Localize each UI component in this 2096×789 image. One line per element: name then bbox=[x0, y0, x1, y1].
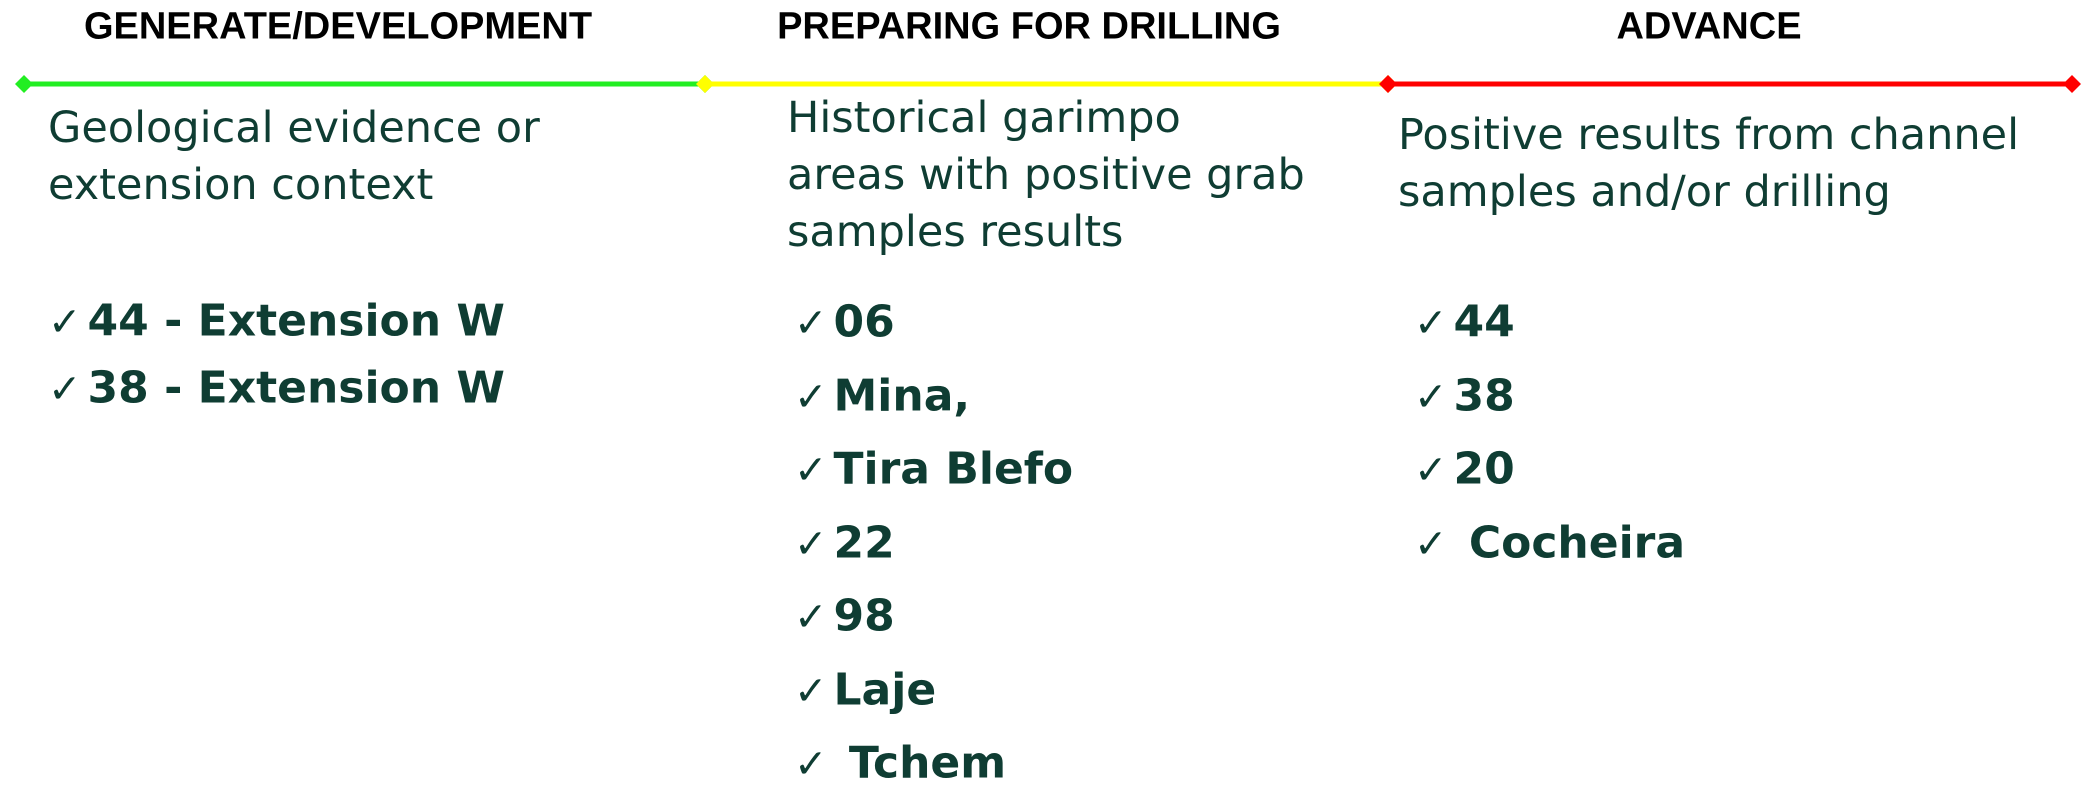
checkmark: ✓ bbox=[794, 447, 828, 494]
description-line: samples results bbox=[787, 207, 1124, 257]
check-item: ✓ Mina, bbox=[794, 370, 970, 421]
item-label: 20 bbox=[1453, 443, 1515, 495]
check-item: ✓ 44 - Extension W bbox=[48, 296, 505, 347]
checkmark: ✓ bbox=[794, 300, 828, 347]
checkmark: ✓ bbox=[794, 594, 828, 641]
item-label: 98 bbox=[833, 590, 895, 642]
diamond bbox=[2063, 75, 2081, 93]
item-label: Laje bbox=[833, 664, 937, 715]
item-label: 06 bbox=[833, 296, 895, 348]
diamond bbox=[696, 75, 714, 93]
checkmark: ✓ bbox=[1414, 300, 1448, 347]
checkmark: ✓ bbox=[48, 299, 82, 346]
item-label: Mina, bbox=[833, 370, 971, 421]
item-label: 44 bbox=[1453, 296, 1515, 348]
check-item: ✓ 98 bbox=[794, 591, 895, 642]
check-item: ✓ Laje bbox=[794, 664, 936, 715]
column-heading: GENERATE/DEVELOPMENT bbox=[83, 5, 593, 48]
checkmark: ✓ bbox=[48, 366, 82, 413]
checkmark: ✓ bbox=[794, 374, 828, 420]
item-label: Tchem bbox=[833, 737, 1007, 789]
item-label: 44 - Extension W bbox=[87, 295, 505, 347]
diamond bbox=[15, 75, 33, 93]
checkmark: ✓ bbox=[794, 741, 828, 788]
check-item: ✓ 38 bbox=[1414, 370, 1515, 421]
check-item: ✓ 06 bbox=[794, 297, 895, 348]
check-item: ✓ Tchem bbox=[794, 738, 1006, 789]
check-item: ✓ 44 bbox=[1414, 297, 1515, 348]
description-line: samples and/or drilling bbox=[1398, 167, 1891, 217]
item-label: 22 bbox=[833, 517, 895, 568]
description-line: Geological evidence or bbox=[48, 103, 540, 153]
item-label: Cocheira bbox=[1453, 517, 1686, 568]
check-item: ✓ 20 bbox=[1414, 444, 1515, 495]
description-line: Historical garimpo bbox=[787, 93, 1181, 143]
checkmark: ✓ bbox=[794, 521, 828, 567]
description-line: extension context bbox=[48, 160, 434, 210]
checkmark: ✓ bbox=[1414, 447, 1448, 494]
diamond bbox=[1379, 75, 1397, 93]
item-label: 38 - Extension W bbox=[87, 362, 505, 414]
check-item: ✓ 38 - Extension W bbox=[48, 363, 505, 414]
check-item: ✓ Tira Blefo bbox=[794, 444, 1073, 495]
check-item: ✓ Cocheira bbox=[1414, 517, 1685, 568]
checkmark: ✓ bbox=[1414, 521, 1448, 567]
column-heading: ADVANCE bbox=[1616, 5, 1802, 48]
checkmark: ✓ bbox=[794, 668, 828, 714]
checkmark: ✓ bbox=[1414, 374, 1448, 420]
item-label: Tira Blefo bbox=[833, 443, 1074, 495]
item-label: 38 bbox=[1453, 370, 1515, 421]
description-line: Positive results from channel bbox=[1398, 110, 2020, 160]
column-heading: PREPARING FOR DRILLING bbox=[777, 5, 1281, 48]
check-item: ✓ 22 bbox=[794, 517, 895, 568]
description-line: areas with positive grab bbox=[787, 150, 1305, 200]
